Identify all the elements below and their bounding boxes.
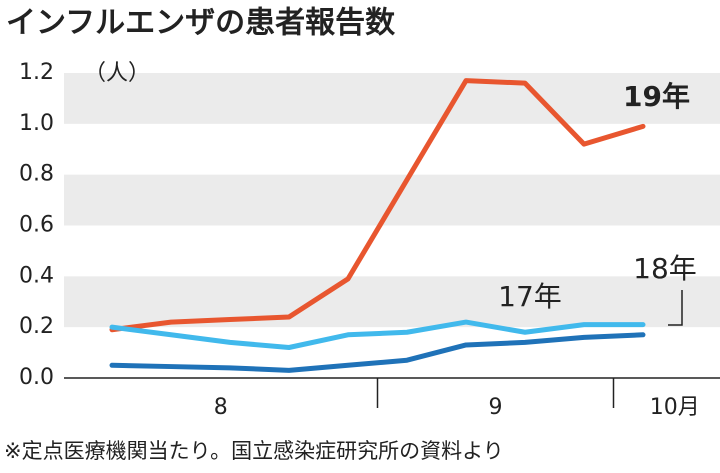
series-label: 19年 — [623, 80, 690, 113]
x-group-label: 8 — [214, 395, 228, 420]
x-group-label: 9 — [489, 395, 503, 420]
y-unit: （人） — [84, 61, 150, 86]
y-tick-label: 0.8 — [19, 162, 54, 187]
series-label: 18年 — [633, 252, 697, 285]
series-label: 17年 — [498, 280, 562, 313]
y-tick-label: 0.2 — [19, 314, 54, 339]
y-tick-label: 0.4 — [19, 263, 54, 288]
footnote: ※定点医療機関当たり。国立感染症研究所の資料より — [4, 439, 504, 463]
y-tick-label: 0.6 — [19, 213, 54, 238]
label-leader — [668, 290, 683, 326]
y-tick-label: 0.0 — [19, 365, 54, 390]
chart-title: インフルエンザの患者報告数 — [6, 6, 396, 41]
grid-band — [64, 73, 720, 124]
series-line — [109, 332, 646, 373]
series-line — [109, 319, 646, 350]
x-group-label: 10月 — [650, 395, 700, 420]
y-tick-label: 1.0 — [19, 111, 54, 136]
series-line — [109, 78, 646, 333]
grid-band — [64, 276, 720, 328]
y-tick-label: 1.2 — [19, 60, 54, 85]
